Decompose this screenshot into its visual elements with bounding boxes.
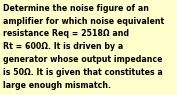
- Text: is 50Ω. It is given that constitutes a: is 50Ω. It is given that constitutes a: [3, 68, 163, 77]
- Text: resistance Req = 2518Ω and: resistance Req = 2518Ω and: [3, 29, 129, 38]
- Text: generator whose output impedance: generator whose output impedance: [3, 55, 163, 64]
- Text: amplifier for which noise equivalent: amplifier for which noise equivalent: [3, 17, 164, 26]
- Text: large enough mismatch.: large enough mismatch.: [3, 81, 111, 90]
- Text: Determine the noise figure of an: Determine the noise figure of an: [3, 4, 149, 13]
- Text: Rt = 600Ω. It is driven by a: Rt = 600Ω. It is driven by a: [3, 42, 123, 51]
